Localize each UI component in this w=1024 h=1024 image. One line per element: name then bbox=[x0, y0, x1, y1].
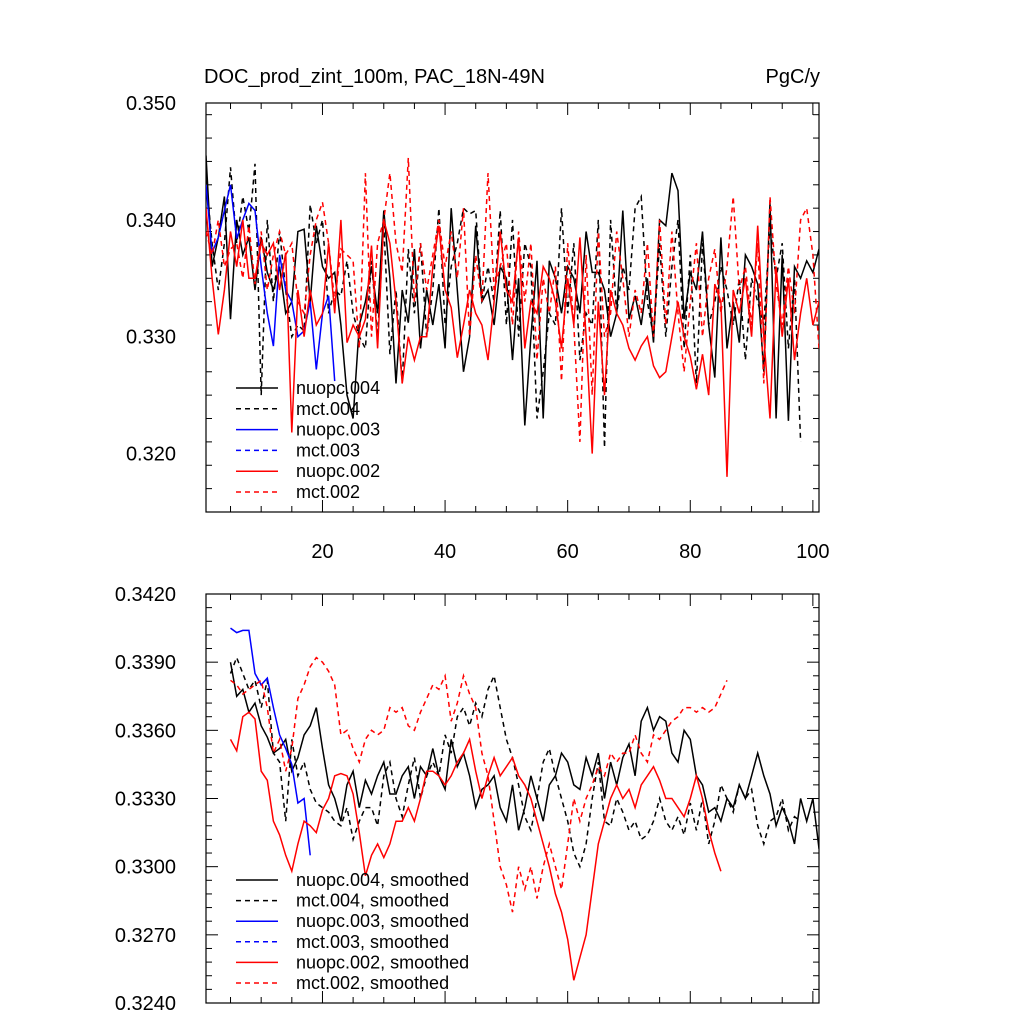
y-tick-label: 0.330 bbox=[126, 327, 176, 349]
chart-title: DOC_prod_zint_100m, PAC_18N-49N bbox=[204, 66, 545, 88]
series-line bbox=[229, 662, 819, 851]
series-line bbox=[229, 711, 722, 981]
y-tick-label: 0.3240 bbox=[115, 993, 176, 1015]
y-tick-label: 0.340 bbox=[126, 210, 176, 232]
y-tick-label: 0.3390 bbox=[115, 652, 176, 674]
legend-label: mct.004 bbox=[296, 399, 360, 419]
legend-label: nuopc.003 bbox=[296, 420, 380, 440]
x-tick-label: 100 bbox=[796, 541, 829, 563]
y-tick-label: 0.3330 bbox=[115, 789, 176, 811]
y-tick-label: 0.320 bbox=[126, 444, 176, 466]
y-tick-label: 0.3270 bbox=[115, 925, 176, 947]
legend-label: mct.002 bbox=[296, 482, 360, 502]
series-line bbox=[206, 208, 819, 477]
x-tick-label: 20 bbox=[311, 541, 333, 563]
x-tick-label: 60 bbox=[557, 541, 579, 563]
series-line bbox=[229, 655, 802, 869]
legend-label: mct.003, smoothed bbox=[296, 932, 449, 952]
legend-label: nuopc.004 bbox=[296, 378, 380, 398]
legend-label: mct.004, smoothed bbox=[296, 891, 449, 911]
x-tick-label: 80 bbox=[679, 541, 701, 563]
y-tick-label: 0.3360 bbox=[115, 720, 176, 742]
legend-label: nuopc.003, smoothed bbox=[296, 911, 469, 931]
plot-frame bbox=[205, 102, 820, 513]
legend-label: nuopc.002 bbox=[296, 461, 380, 481]
legend-label: nuopc.004, smoothed bbox=[296, 870, 469, 890]
top-panel: 20 40 60 80 100 0.320 0.330 0.340 0.350 nuopc.004… bbox=[126, 93, 830, 563]
x-tick-label: 40 bbox=[434, 541, 456, 563]
y-tick-label: 0.350 bbox=[126, 93, 176, 115]
y-tick-label: 0.3420 bbox=[115, 584, 176, 606]
y-tick-label: 0.3300 bbox=[115, 857, 176, 879]
legend-label: mct.003 bbox=[296, 440, 360, 460]
legend-label: nuopc.002, smoothed bbox=[296, 952, 469, 972]
series-line bbox=[206, 157, 819, 442]
series-line bbox=[230, 627, 311, 856]
chart-units: PgC/y bbox=[766, 66, 820, 88]
bottom-panel: 0.3240 0.3270 0.3300 0.3330 0.3360 0.3390 0.34… bbox=[115, 584, 820, 1015]
series-line bbox=[206, 184, 336, 382]
legend-label: mct.002, smoothed bbox=[296, 973, 449, 993]
